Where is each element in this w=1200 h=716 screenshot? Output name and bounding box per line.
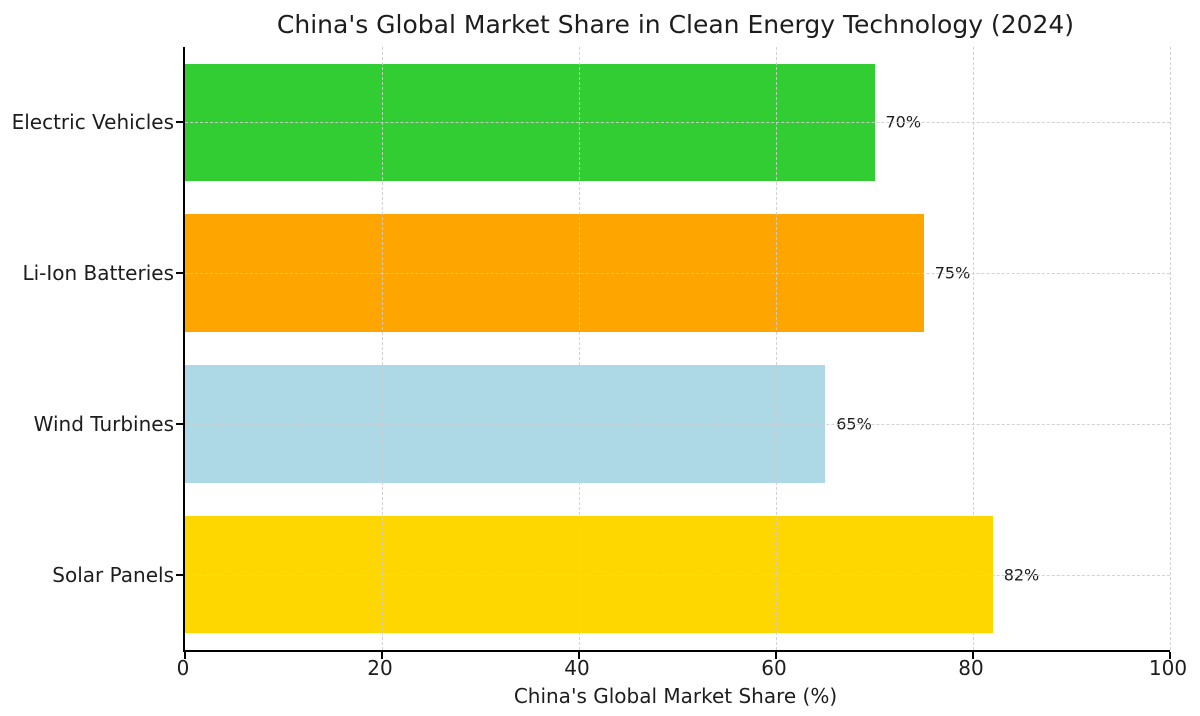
x-tick-mark (775, 652, 777, 659)
x-tick-mark (184, 652, 186, 659)
y-tick-mark (176, 573, 183, 576)
y-tick-label: Electric Vehicles (11, 110, 174, 135)
chart-title: China's Global Market Share in Clean Ene… (276, 10, 1075, 39)
bar-row: 75% (185, 198, 1170, 349)
x-axis-label: China's Global Market Share (%) (513, 684, 838, 708)
x-tick-mark (972, 652, 974, 659)
horizontal-gridline (185, 122, 1170, 124)
y-tick-label: Solar Panels (52, 562, 174, 587)
vertical-gridline (579, 47, 580, 650)
bar-solar-panels (185, 515, 993, 634)
y-tick-label: Li-Ion Batteries (22, 261, 174, 286)
x-axis-tick-labels: 0 20 40 60 80 100 (177, 656, 1187, 682)
vertical-gridline (382, 47, 383, 650)
x-tick-label: 40 (564, 656, 590, 680)
y-tick-mark (176, 272, 183, 275)
plot-area: 70% 75% 65% 82% (176, 47, 1171, 659)
y-tick-mark (176, 121, 183, 124)
bar-row: 82% (185, 499, 1170, 650)
x-tick-mark (1169, 652, 1171, 659)
bar-wind-turbines (185, 365, 826, 483)
x-tick-label: 100 (1148, 656, 1188, 680)
horizontal-gridline (185, 273, 1170, 275)
y-tick-label: Wind Turbines (33, 411, 174, 436)
vertical-gridline (776, 47, 777, 650)
horizontal-gridline (185, 423, 1170, 425)
horizontal-gridline (185, 574, 1170, 576)
bar-li-ion-batteries (185, 214, 924, 332)
y-axis-labels: Electric Vehicles Li-Ion Batteries Wind Tu… (0, 47, 174, 650)
x-tick-label: 60 (761, 656, 787, 680)
x-tick-label: 20 (367, 656, 393, 680)
vertical-gridline (973, 47, 974, 650)
bar-row: 70% (185, 47, 1170, 198)
bar-electric-vehicles (185, 63, 875, 182)
y-tick-mark (176, 422, 183, 425)
x-tick-label: 80 (958, 656, 984, 680)
vertical-gridline (1170, 47, 1171, 650)
x-tick-mark (578, 652, 580, 659)
x-tick-mark (381, 652, 383, 659)
x-tick-label: 0 (176, 656, 190, 680)
